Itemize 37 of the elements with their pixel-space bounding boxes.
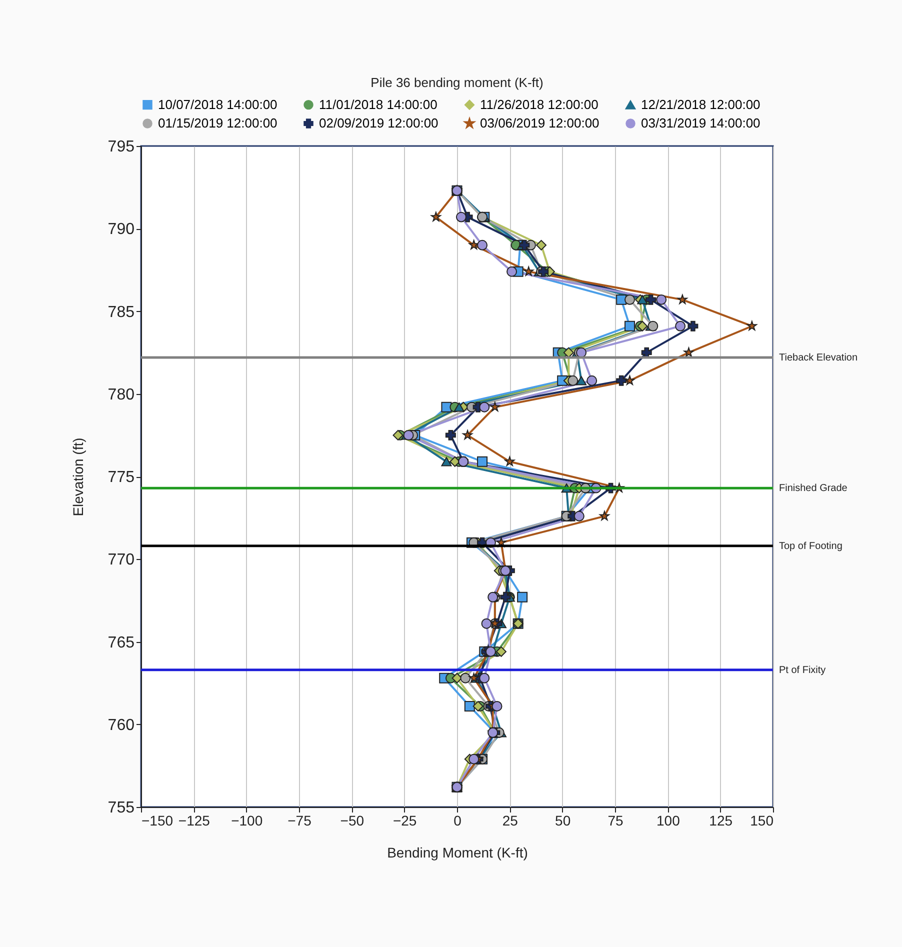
chart-title: Pile 36 bending moment (K-ft) (370, 75, 544, 90)
x-tick-label: 0 (454, 812, 462, 828)
legend-label: 11/26/2018 12:00:00 (480, 96, 598, 112)
y-tick-label: 765 (108, 634, 135, 652)
ref-line-label: Tieback Elevation (779, 352, 858, 364)
y-tick-label: 790 (108, 221, 135, 238)
legend-label: 12/21/2018 12:00:00 (641, 97, 760, 112)
ref-line-label: Finished Grade (779, 483, 848, 494)
x-tick-label: 150 (750, 812, 774, 828)
legend-label: 01/15/2019 12:00:00 (158, 116, 278, 130)
y-tick-label: 770 (108, 552, 135, 569)
legend-label: 03/31/2019 14:00:00 (641, 116, 760, 130)
x-tick-label: −25 (392, 812, 417, 828)
legend-label: 11/01/2018 14:00:00 (319, 96, 438, 112)
x-tick-label: 75 (608, 812, 624, 828)
y-axis-title: Elevation (ft) (70, 438, 86, 516)
x-tick-label: −125 (178, 812, 210, 828)
x-tick-label: 100 (656, 812, 680, 828)
x-tick-label: −100 (231, 812, 263, 828)
x-tick-label: −50 (340, 812, 364, 828)
y-tick-label: 755 (108, 800, 135, 816)
ref-line-label: Top of Footing (779, 540, 842, 552)
x-tick-label: 50 (555, 812, 571, 828)
x-axis-title: Bending Moment (K-ft) (387, 844, 528, 860)
y-tick-label: 785 (108, 304, 135, 321)
x-tick-label: −150 (142, 812, 174, 828)
legend-label: 03/06/2019 12:00:00 (480, 116, 600, 130)
x-tick-label: 25 (502, 812, 518, 828)
y-tick-label: 795 (108, 138, 135, 156)
ref-line-label: Pt of Fixity (779, 664, 826, 676)
y-tick-label: 775 (108, 469, 135, 486)
legend-label: 10/07/2018 14:00:00 (158, 96, 278, 112)
y-tick-label: 780 (108, 386, 135, 404)
legend-label: 02/09/2019 12:00:00 (319, 116, 438, 130)
x-tick-label: 125 (709, 812, 733, 828)
x-tick-label: −75 (288, 812, 312, 828)
y-tick-label: 760 (108, 716, 135, 734)
